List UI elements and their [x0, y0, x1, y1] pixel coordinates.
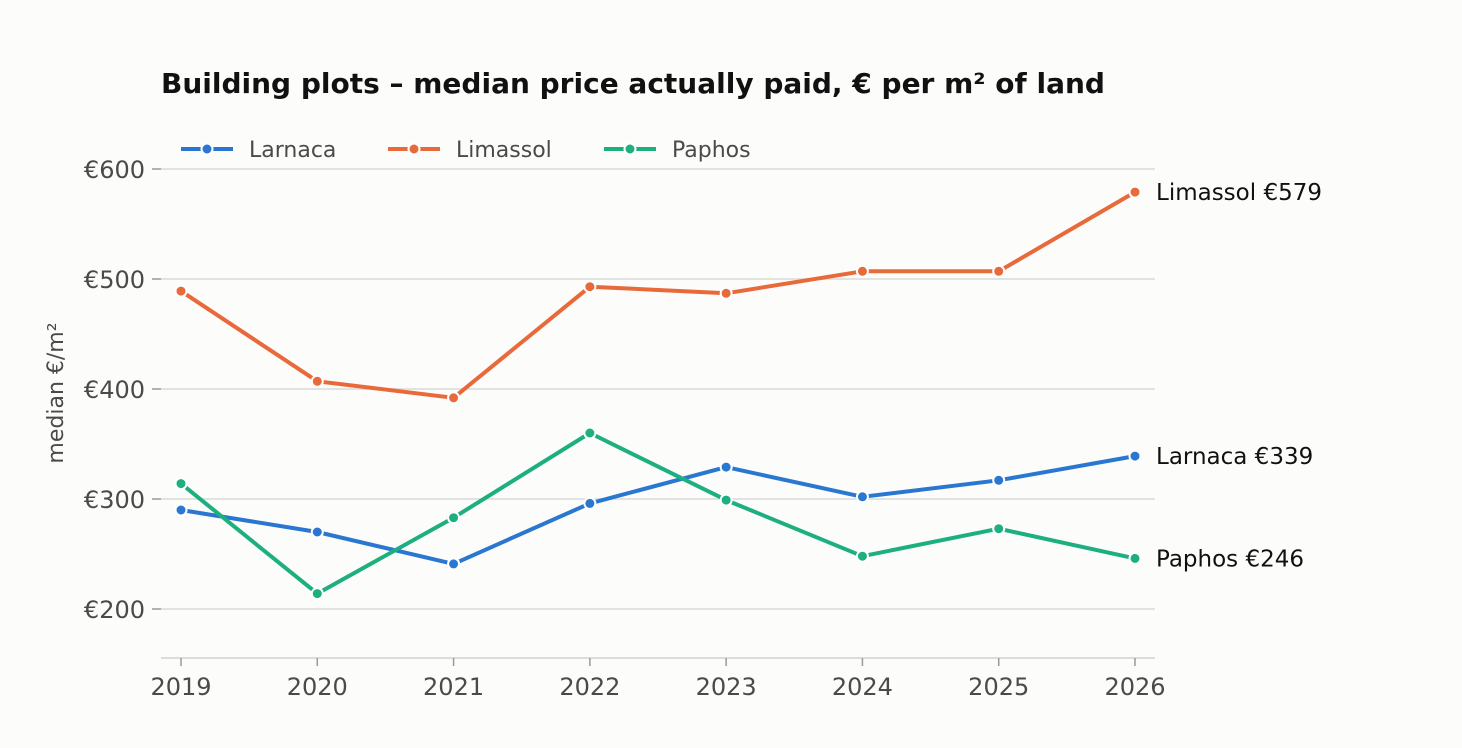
data-point-limassol	[174, 284, 188, 298]
end-labels: Larnaca €339 Limassol €579 Paphos €246	[1156, 180, 1322, 572]
y-tick-label: €200	[84, 596, 145, 624]
legend-item-limassol: Limassol	[388, 138, 552, 163]
x-tick-label: 2019	[150, 673, 211, 701]
data-point-limassol	[447, 391, 461, 405]
data-point-larnaca	[583, 496, 597, 510]
data-point-paphos	[992, 522, 1006, 536]
end-label-limassol: Limassol €579	[1156, 180, 1322, 206]
data-point-paphos	[1128, 551, 1142, 565]
data-point-limassol	[719, 286, 733, 300]
data-point-paphos	[310, 587, 324, 601]
y-tick-label: €300	[84, 486, 145, 514]
data-point-larnaca	[310, 525, 324, 539]
legend-marker-larnaca	[200, 142, 214, 156]
legend-item-larnaca: Larnaca	[181, 138, 336, 163]
data-point-paphos	[447, 511, 461, 525]
data-point-paphos	[719, 493, 733, 507]
axes: €200 €300 €400 €500 €600 2019 2020 2021 2022 2023…	[84, 156, 1166, 701]
y-tick-label: €400	[84, 376, 145, 404]
series-paphos	[174, 426, 1142, 601]
legend: Larnaca Limassol Paphos	[181, 138, 751, 163]
data-point-larnaca	[992, 473, 1006, 487]
y-tick-label: €600	[84, 156, 145, 184]
legend-marker-paphos	[623, 142, 637, 156]
legend-label-paphos: Paphos	[672, 138, 751, 163]
x-tick-label: 2022	[559, 673, 620, 701]
data-point-larnaca	[447, 557, 461, 571]
series-limassol	[174, 185, 1142, 405]
data-point-larnaca	[1128, 449, 1142, 463]
data-point-limassol	[992, 264, 1006, 278]
data-point-larnaca	[719, 460, 733, 474]
series-line-paphos	[179, 431, 1137, 596]
series-larnaca	[174, 449, 1142, 571]
end-label-larnaca: Larnaca €339	[1156, 444, 1313, 470]
x-tick-label: 2025	[968, 673, 1029, 701]
gridlines	[161, 168, 1155, 610]
y-axis-label: median €/m²	[44, 322, 69, 463]
legend-marker-limassol	[407, 142, 421, 156]
series-layer	[174, 185, 1142, 601]
data-point-limassol	[310, 374, 324, 388]
end-label-paphos: Paphos €246	[1156, 546, 1304, 572]
x-tick-label: 2020	[287, 673, 348, 701]
data-point-limassol	[1128, 185, 1142, 199]
data-point-paphos	[855, 549, 869, 563]
data-point-larnaca	[855, 490, 869, 504]
series-line-limassol	[179, 190, 1137, 400]
data-point-larnaca	[174, 503, 188, 517]
legend-item-paphos: Paphos	[604, 138, 751, 163]
y-axis-label-group: median €/m²	[44, 322, 69, 463]
legend-label-limassol: Limassol	[456, 138, 552, 163]
legend-label-larnaca: Larnaca	[249, 138, 336, 163]
data-point-paphos	[583, 426, 597, 440]
x-tick-label: 2021	[423, 673, 484, 701]
x-tick-label: 2023	[696, 673, 757, 701]
data-point-limassol	[583, 280, 597, 294]
y-tick-label: €500	[84, 266, 145, 294]
chart-title: Building plots – median price actually p…	[161, 67, 1105, 100]
series-line-larnaca	[179, 454, 1137, 566]
data-point-paphos	[174, 477, 188, 491]
x-tick-label: 2024	[832, 673, 893, 701]
data-point-limassol	[855, 264, 869, 278]
x-tick-label: 2026	[1104, 673, 1165, 701]
